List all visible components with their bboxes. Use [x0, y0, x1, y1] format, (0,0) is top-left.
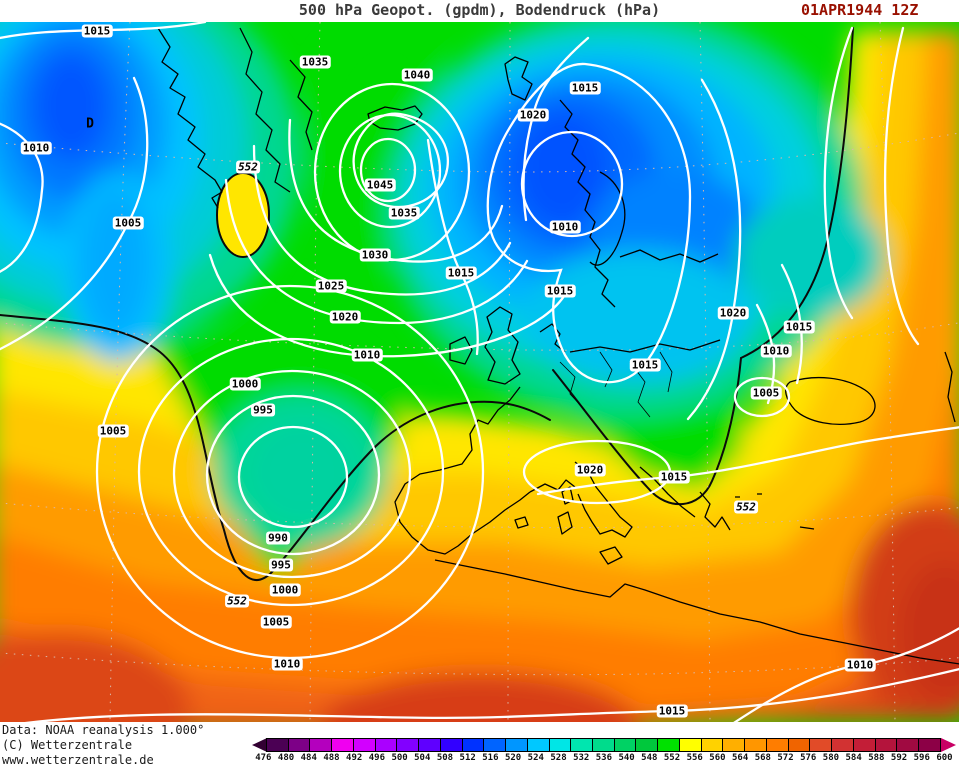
- colorbar-segment: [418, 738, 441, 752]
- colorbar-segments: [266, 738, 941, 752]
- colorbar-right-arrow-icon: [941, 738, 956, 752]
- colorbar-segment: [526, 738, 550, 752]
- attribution: Data: NOAA reanalysis 1.000° (C) Wetterz…: [2, 723, 204, 768]
- colorbar-segment: [852, 738, 876, 752]
- colorbar-tick-label: 532: [573, 753, 590, 763]
- colorbar-tick-label: 524: [527, 753, 544, 763]
- colorbar-segment: [809, 738, 833, 752]
- map-datetime: 01APR1944 12Z: [801, 1, 919, 19]
- colorbar-tick-label: 576: [800, 753, 817, 763]
- title-bar: 500 hPa Geopot. (gpdm), Bodendruck (hPa)…: [0, 0, 959, 22]
- colorbar-segment: [331, 738, 354, 752]
- colorbar-segment: [396, 738, 420, 752]
- attribution-line-2: (C) Wetterzentrale: [2, 738, 133, 752]
- colorbar-tick-label: 528: [550, 753, 567, 763]
- colorbar-segment: [483, 738, 507, 752]
- attribution-line-1: Data: NOAA reanalysis 1.000°: [2, 723, 205, 737]
- attribution-line-3: www.wetterzentrale.de: [2, 753, 154, 767]
- colorbar-segment: [678, 738, 702, 752]
- coastlines: [157, 27, 959, 665]
- colorbar-tick-label: 572: [777, 753, 794, 763]
- colorbar-tick-label: 480: [277, 753, 295, 763]
- colorbar-tick-label: 536: [595, 753, 613, 763]
- colorbar-tick-label: 504: [414, 753, 431, 763]
- colorbar-segment: [657, 738, 680, 752]
- colorbar-tick-label: 496: [368, 753, 385, 763]
- colorbar-left-arrow-icon: [252, 738, 267, 752]
- colorbar-segment: [722, 738, 746, 752]
- colorbar-segment: [309, 738, 333, 752]
- colorbar-tick-label: 596: [913, 753, 930, 763]
- colorbar-tick-label: 540: [618, 753, 635, 763]
- colorbar-tick-label: 600: [936, 753, 953, 763]
- colorbar-tick-label: 584: [845, 753, 862, 763]
- colorbar-tick-label: 508: [436, 753, 454, 763]
- colorbar-tick-label: 556: [686, 753, 703, 763]
- colorbar-segment: [439, 738, 463, 752]
- colorbar-tick-label: 484: [300, 753, 317, 763]
- colorbar-segment: [918, 738, 941, 752]
- colorbar-segment: [374, 738, 398, 752]
- colorbar-tick-label: 564: [731, 753, 749, 763]
- map-title: 500 hPa Geopot. (gpdm), Bodendruck (hPa): [298, 1, 661, 19]
- colorbar-segment: [896, 738, 920, 752]
- colorbar-tick-label: 560: [709, 753, 726, 763]
- colorbar-segment: [287, 738, 311, 752]
- weather-map-svg: [0, 22, 959, 722]
- colorbar-tick-label: 588: [868, 753, 885, 763]
- colorbar-tick-label: 592: [890, 753, 908, 763]
- colorbar-segment: [831, 738, 854, 752]
- map-canvas: [0, 22, 959, 722]
- colorbar-tick-label: 552: [663, 753, 681, 763]
- colorbar-segment: [461, 738, 485, 752]
- colorbar-tick-label: 580: [822, 753, 840, 763]
- colorbar-tick-label: 492: [346, 753, 363, 763]
- colorbar-segment: [352, 738, 376, 752]
- colorbar-tick-label: 488: [323, 753, 340, 763]
- colorbar-segment: [548, 738, 572, 752]
- colorbar-segment: [787, 738, 811, 752]
- colorbar-tick-label: 516: [482, 753, 499, 763]
- colorbar-segment: [266, 738, 289, 752]
- colorbar-segment: [592, 738, 615, 752]
- colorbar-tick-label: 500: [391, 753, 408, 763]
- colorbar: [252, 738, 956, 752]
- colorbar-segment: [874, 738, 898, 752]
- colorbar-segment: [635, 738, 659, 752]
- colorbar-tick-label: 548: [641, 753, 658, 763]
- colorbar-tick-label: 512: [459, 753, 476, 763]
- colorbar-segment: [570, 738, 594, 752]
- colorbar-segment: [700, 738, 724, 752]
- colorbar-tick-labels: 476 480 484 488 492 496 500 504 508 512 516 520 524 5…: [252, 753, 956, 763]
- colorbar-segment: [613, 738, 637, 752]
- colorbar-tick-label: 568: [754, 753, 771, 763]
- colorbar-tick-label: 476: [255, 753, 272, 763]
- geopotential-field: [0, 22, 959, 722]
- colorbar-segment: [744, 738, 767, 752]
- colorbar-tick-label: 520: [504, 753, 522, 763]
- colorbar-segment: [505, 738, 528, 752]
- footer: Data: NOAA reanalysis 1.000° (C) Wetterz…: [0, 722, 959, 770]
- colorbar-segment: [765, 738, 789, 752]
